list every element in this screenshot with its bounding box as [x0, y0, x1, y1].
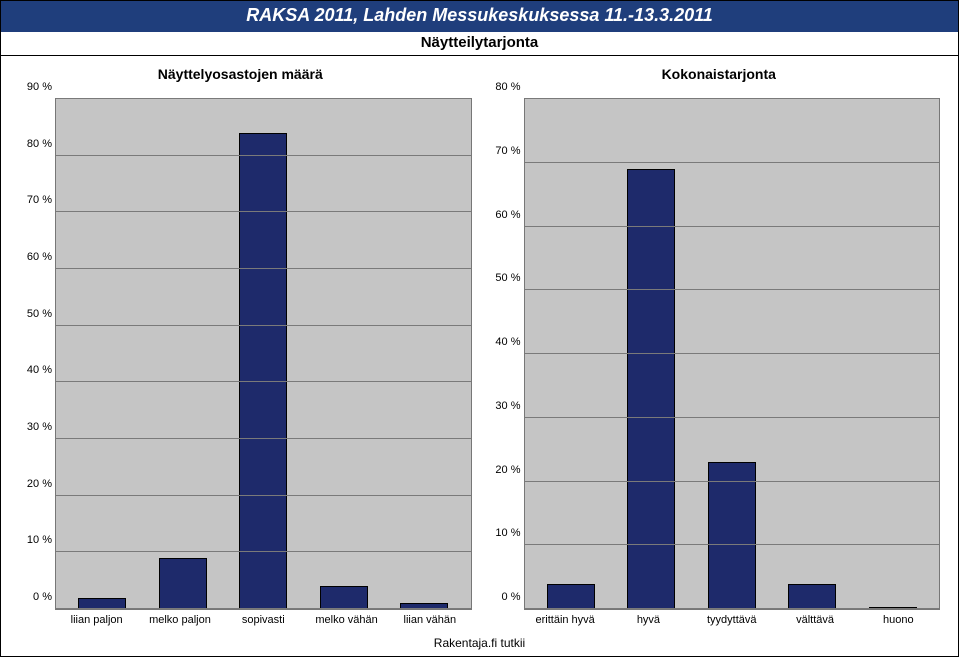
chart-left-bar-slot: [143, 99, 224, 609]
chart-left-category-label: sopivasti: [222, 614, 305, 626]
chart-right-ylabel: 20 %: [487, 464, 521, 476]
chart-left-gridline: [56, 438, 471, 439]
chart-left-ylabel: 10 %: [18, 534, 52, 546]
chart-left-title: Näyttelyosastojen määrä: [1, 66, 480, 82]
chart-left-category-label: liian vähän: [388, 614, 471, 626]
chart-left-bar: [239, 133, 287, 609]
chart-right-plot: 0 %10 %20 %30 %40 %50 %60 %70 %80 %: [524, 98, 941, 610]
chart-right-ylabel: 50 %: [487, 272, 521, 284]
chart-right-ylabel: 30 %: [487, 400, 521, 412]
chart-right-gridline: [525, 98, 940, 99]
chart-right-category-label: välttävä: [773, 614, 856, 626]
chart-left-ylabel: 80 %: [18, 138, 52, 150]
chart-left-xaxis: liian paljonmelko paljonsopivastimelko v…: [55, 614, 472, 626]
chart-right-gridline: [525, 544, 940, 545]
chart-left-bar: [320, 586, 368, 609]
chart-right-ylabel: 80 %: [487, 81, 521, 93]
chart-left-ylabel: 70 %: [18, 194, 52, 206]
chart-right: 0 %10 %20 %30 %40 %50 %60 %70 %80 % erit…: [480, 88, 949, 632]
chart-right-ylabel: 0 %: [487, 591, 521, 603]
chart-right-bar: [708, 462, 756, 609]
chart-right-ylabel: 40 %: [487, 336, 521, 348]
chart-left-ylabel: 90 %: [18, 81, 52, 93]
chart-right-gridline: [525, 353, 940, 354]
chart-left-gridline: [56, 551, 471, 552]
chart-right-bar: [547, 584, 595, 610]
chart-left-gridline: [56, 211, 471, 212]
chart-left-plot: 0 %10 %20 %30 %40 %50 %60 %70 %80 %90 %: [55, 98, 472, 610]
chart-left-ylabel: 20 %: [18, 478, 52, 490]
chart-right-bar-slot: [611, 99, 692, 609]
chart-left-gridline: [56, 155, 471, 156]
chart-right-title: Kokonaistarjonta: [480, 66, 959, 82]
chart-right-xaxis: erittäin hyvähyvätyydyttävävälttävähuono: [524, 614, 941, 626]
chart-left-bar-slot: [223, 99, 304, 609]
chart-right-gridline: [525, 226, 940, 227]
title-band: RAKSA 2011, Lahden Messukeskuksessa 11.-…: [1, 1, 958, 32]
chart-left-bar-slot: [62, 99, 143, 609]
chart-right-gridline: [525, 481, 940, 482]
chart-right-bar: [788, 584, 836, 610]
footer-text: Rakentaja.fi tutkii: [1, 632, 958, 656]
chart-left-gridline: [56, 608, 471, 609]
subtitle-band: Näytteilytarjonta: [1, 32, 958, 56]
chart-left: 0 %10 %20 %30 %40 %50 %60 %70 %80 %90 % …: [11, 88, 480, 632]
chart-left-bar: [159, 558, 207, 609]
chart-left-category-label: liian paljon: [55, 614, 138, 626]
chart-titles: Näyttelyosastojen määrä Kokonaistarjonta: [1, 56, 958, 88]
chart-right-ylabel: 70 %: [487, 145, 521, 157]
chart-right-bar-slot: [853, 99, 934, 609]
chart-left-ylabel: 40 %: [18, 364, 52, 376]
page: RAKSA 2011, Lahden Messukeskuksessa 11.-…: [0, 0, 959, 657]
chart-left-ylabel: 30 %: [18, 421, 52, 433]
chart-left-bar-slot: [384, 99, 465, 609]
chart-right-category-label: erittäin hyvä: [524, 614, 607, 626]
charts-row: 0 %10 %20 %30 %40 %50 %60 %70 %80 %90 % …: [1, 88, 958, 632]
chart-right-bar-slot: [531, 99, 612, 609]
chart-right-gridline: [525, 289, 940, 290]
chart-left-ylabel: 50 %: [18, 308, 52, 320]
chart-right-gridline: [525, 162, 940, 163]
chart-right-category-label: huono: [857, 614, 940, 626]
chart-left-bar-slot: [304, 99, 385, 609]
chart-left-gridline: [56, 325, 471, 326]
chart-right-category-label: tyydyttävä: [690, 614, 773, 626]
chart-left-gridline: [56, 98, 471, 99]
chart-right-gridline: [525, 417, 940, 418]
chart-right-ylabel: 10 %: [487, 527, 521, 539]
chart-left-gridline: [56, 268, 471, 269]
chart-left-gridline: [56, 495, 471, 496]
chart-right-category-label: hyvä: [607, 614, 690, 626]
chart-right-bar-slot: [692, 99, 773, 609]
chart-left-ylabel: 0 %: [18, 591, 52, 603]
chart-right-bar: [627, 169, 675, 609]
chart-left-ylabel: 60 %: [18, 251, 52, 263]
chart-right-bar-slot: [772, 99, 853, 609]
chart-left-category-label: melko vähän: [305, 614, 388, 626]
chart-right-gridline: [525, 608, 940, 609]
chart-left-gridline: [56, 381, 471, 382]
chart-left-category-label: melko paljon: [138, 614, 221, 626]
chart-right-ylabel: 60 %: [487, 209, 521, 221]
